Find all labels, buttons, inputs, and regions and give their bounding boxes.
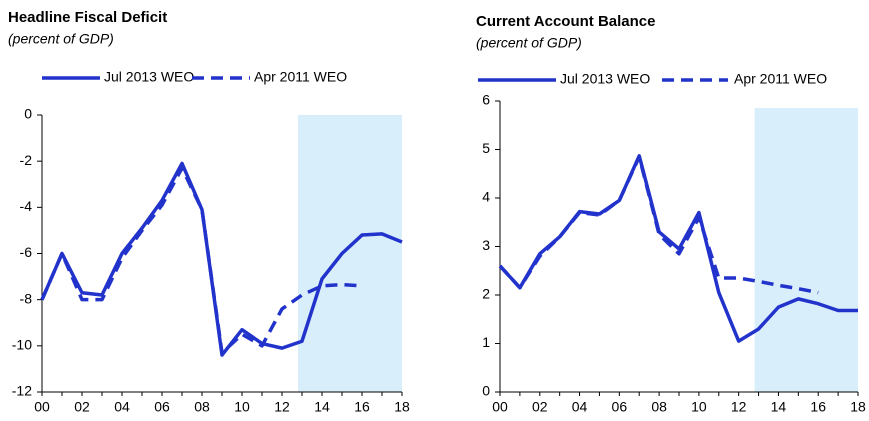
y-tick-label: 5 <box>482 140 490 156</box>
series-line <box>498 154 858 343</box>
projection-shade <box>298 115 402 392</box>
x-tick-label: 08 <box>194 399 210 415</box>
series-line <box>40 166 363 355</box>
x-tick-label: 02 <box>532 399 548 415</box>
chart-subtitle: (percent of GDP) <box>8 31 114 47</box>
y-tick-label: 2 <box>482 286 490 302</box>
x-tick-label: 04 <box>114 399 130 415</box>
y-tick-label: -8 <box>20 290 33 306</box>
x-tick-label: 04 <box>572 399 588 415</box>
x-tick-label: 00 <box>34 399 50 415</box>
legend-label: Jul 2013 WEO <box>560 71 650 87</box>
x-tick-label: 10 <box>691 399 707 415</box>
x-tick-label: 08 <box>651 399 667 415</box>
x-tick-label: 12 <box>274 399 290 415</box>
x-tick-label: 14 <box>314 399 330 415</box>
y-tick-label: -4 <box>20 198 33 214</box>
legend-label: Jul 2013 WEO <box>104 69 194 85</box>
chart-title: Current Account Balance <box>476 13 655 30</box>
legend-label: Apr 2011 WEO <box>254 69 347 85</box>
x-tick-label: 16 <box>810 399 826 415</box>
legend-label: Apr 2011 WEO <box>734 71 827 87</box>
x-tick-label: 02 <box>74 399 90 415</box>
chart-subtitle: (percent of GDP) <box>476 35 582 51</box>
x-tick-label: 06 <box>154 399 170 415</box>
projection-shade <box>754 108 858 392</box>
x-tick-label: 18 <box>850 399 866 415</box>
y-tick-label: 0 <box>482 383 490 399</box>
y-tick-label: 4 <box>482 189 490 205</box>
chart-title: Headline Fiscal Deficit <box>8 9 167 26</box>
y-tick-label: 1 <box>482 334 490 350</box>
y-tick-label: -12 <box>12 383 32 399</box>
y-tick-label: 6 <box>482 92 490 108</box>
y-tick-label: -2 <box>20 152 33 168</box>
x-tick-label: 12 <box>731 399 747 415</box>
x-tick-label: 00 <box>492 399 508 415</box>
x-tick-label: 06 <box>612 399 628 415</box>
x-tick-label: 10 <box>234 399 250 415</box>
x-tick-label: 14 <box>771 399 787 415</box>
y-tick-label: 0 <box>24 106 32 122</box>
y-tick-label: -6 <box>20 244 33 260</box>
x-tick-label: 18 <box>394 399 410 415</box>
y-tick-label: 3 <box>482 237 490 253</box>
x-tick-label: 16 <box>354 399 370 415</box>
series-line <box>40 161 403 357</box>
y-tick-label: -10 <box>12 337 32 353</box>
